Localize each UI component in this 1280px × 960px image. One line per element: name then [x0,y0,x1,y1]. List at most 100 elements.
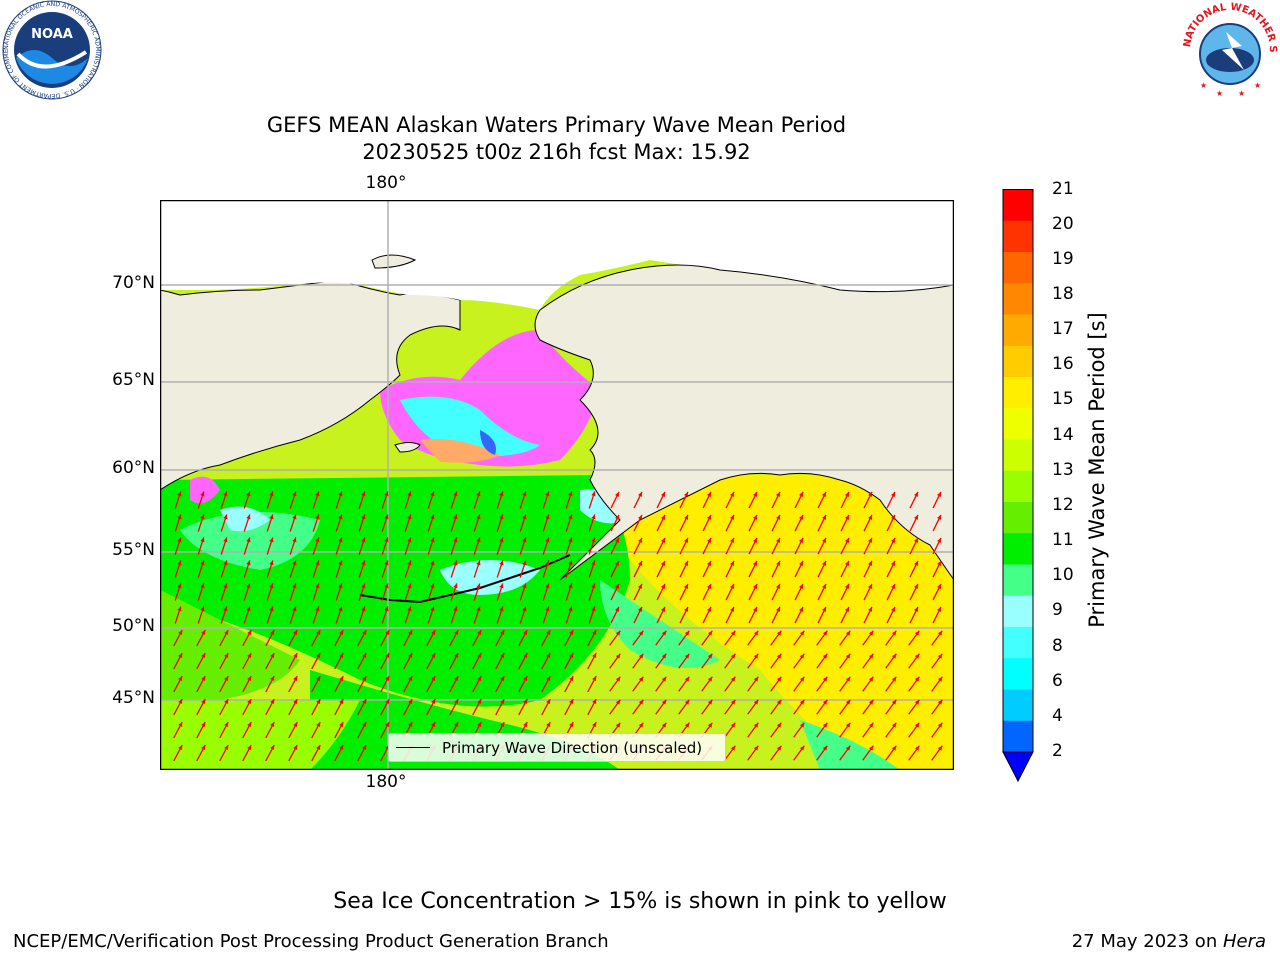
wave-arrow-head [224,745,229,751]
wave-arrow-head [822,745,828,751]
wave-arrow-head [270,653,275,659]
wave-arrow-head [707,491,711,497]
wave-arrow-head [384,606,389,612]
wave-arrow-head [845,514,849,520]
wave-arrow-head [454,676,459,682]
wave-arrow-head [453,560,458,566]
wave-arrow-head [569,653,574,659]
wave-arrow-head [177,491,182,497]
wave-arrow-head [845,606,849,612]
wave-arrow-head [431,722,436,728]
wave-arrow-head [293,676,298,682]
wave-arrow-head [224,722,229,728]
wave-arrow-head [822,537,826,543]
wave-arrow-head [293,745,298,751]
nws-logo: NATIONAL WEATHER SERVICE ★ ★ ★ ★ [1180,0,1278,98]
wave-arrow-head [499,583,504,589]
wave-arrow-head [868,514,872,520]
wave-arrow-head [568,537,573,543]
wave-arrow-head [868,583,872,589]
wave-arrow-head [707,630,713,636]
footer-date-text: 27 May 2023 on [1071,931,1223,952]
wave-arrow-head [408,722,413,728]
wave-arrow-head [338,606,343,612]
wave-arrow-head [431,699,436,705]
wave-arrow-head [246,514,251,520]
wave-arrow-head [684,630,690,636]
wave-arrow-head [361,606,366,612]
wave-arrow-head [707,537,711,543]
wave-arrow-head [707,676,713,682]
wave-arrow-head [292,560,297,566]
wave-arrow-head [799,537,803,543]
wave-arrow-head [937,583,941,589]
wave-arrow-head [569,676,574,682]
lat-label-60n: 60°N [112,458,155,478]
wave-arrow-head [546,676,551,682]
colorbar-segment [1003,564,1033,597]
wave-arrow-head [638,491,642,497]
wave-arrow-head [269,606,274,612]
wave-arrow-head [937,630,943,636]
colorbar-tick-label: 2 [1052,741,1063,761]
wave-arrow-head [315,537,320,543]
wave-arrow-head [822,722,828,728]
wave-arrow-head [224,630,229,636]
wave-arrow-head [546,653,551,659]
wave-arrow-head [776,560,780,566]
wave-arrow-head [730,514,734,520]
wave-arrow-head [730,491,734,497]
wave-arrow-head [385,722,390,728]
wave-arrow-head [200,560,205,566]
wave-arrow-head [247,630,252,636]
wave-arrow-head [707,583,711,589]
wave-arrow-head [500,699,505,705]
wave-arrow-head [178,745,183,751]
wave-arrow-head [638,676,644,682]
wave-arrow-head [753,676,759,682]
wave-arrow-head [707,653,713,659]
wave-arrow-head [661,676,667,682]
wave-arrow-head [937,699,943,705]
wave-arrow-head [523,653,528,659]
wave-arrow-head [339,630,344,636]
wave-arrow-head [776,745,782,751]
wave-arrow-head [545,537,550,543]
wave-arrow-head [522,560,527,566]
wave-arrow-head [638,722,644,728]
wave-arrow-head [868,537,872,543]
map-subtitle: 20230525 t00z 216h fcst Max: 15.92 [362,140,751,164]
wave-arrow-head [247,676,252,682]
wave-arrow-head [569,722,574,728]
wave-arrow-head [638,699,644,705]
wave-arrow-head [753,630,759,636]
wave-arrow-head [270,699,275,705]
wave-arrow-head [430,583,435,589]
wave-arrow-head [730,699,736,705]
wave-arrow-head [937,537,941,543]
wave-arrow-head [476,514,481,520]
wave-arrow-head [891,653,897,659]
wave-arrow-head [822,606,826,612]
wave-arrow-head [568,491,573,497]
wave-arrow-head [500,630,505,636]
wave-arrow-head [407,560,412,566]
period-zone-yellow [560,475,954,770]
wave-arrow-head [845,583,849,589]
colorbar-segment [1003,439,1033,472]
wave-arrow-head [914,745,920,751]
wave-arrow-head [799,676,805,682]
wave-arrow-head [822,630,828,636]
wave-arrow-head [522,606,527,612]
wave-arrow-head [293,653,298,659]
wave-arrow-head [246,606,251,612]
colorbar-segment [1003,314,1033,347]
wave-arrow-head [384,537,389,543]
wave-arrow-head [822,699,828,705]
wave-arrow-head [868,676,874,682]
wave-arrow-head [362,676,367,682]
wave-arrow-head [845,630,851,636]
wave-arrow-head [638,514,642,520]
wave-arrow-head [891,699,897,705]
lat-label-45n: 45°N [112,688,155,708]
